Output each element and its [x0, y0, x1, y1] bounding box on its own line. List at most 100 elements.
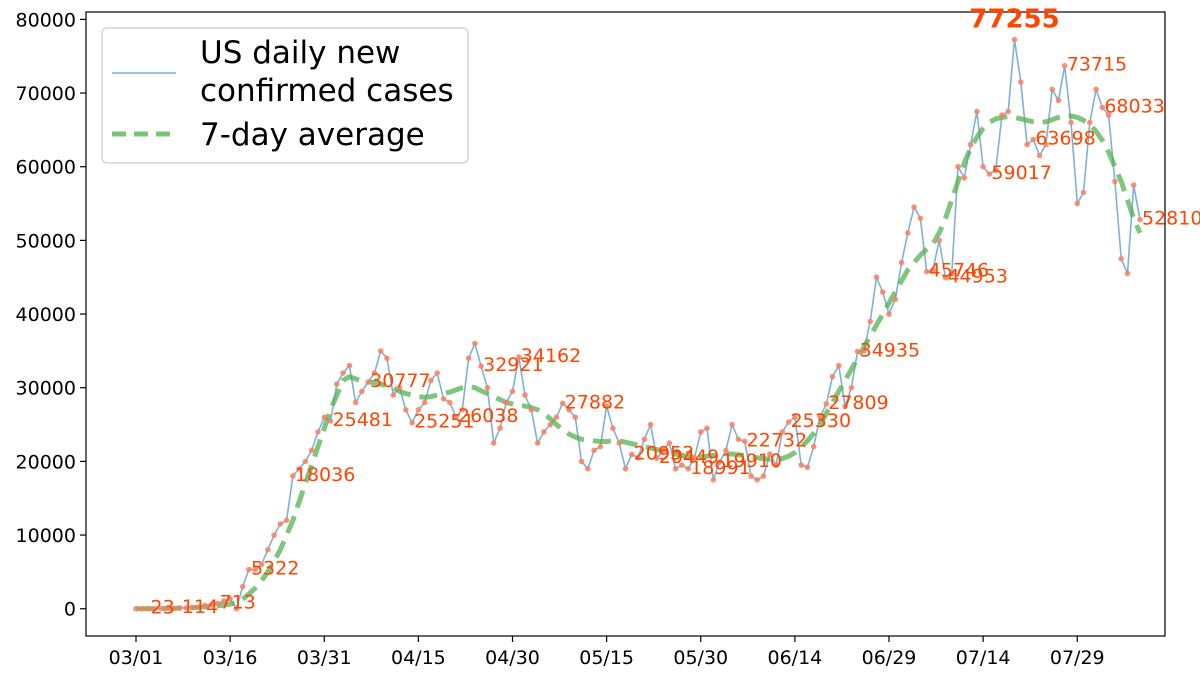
data-label: 18036 [295, 464, 355, 486]
daily-point [741, 438, 748, 445]
data-label: 44953 [947, 266, 1007, 288]
daily-point [516, 354, 522, 360]
daily-point [999, 112, 1005, 118]
daily-point [346, 362, 353, 369]
daily-point [1105, 112, 1112, 118]
data-label: 20449 [659, 446, 719, 468]
daily-point [879, 289, 886, 295]
daily-point [628, 451, 635, 458]
daily-point [917, 215, 924, 222]
y-tick-label: 70000 [16, 83, 76, 105]
daily-point [955, 163, 961, 170]
data-label: 32921 [483, 354, 543, 376]
data-label: 45746 [929, 260, 989, 282]
daily-point [572, 414, 579, 421]
daily-point [654, 455, 660, 461]
data-label: 713 [220, 591, 256, 613]
daily-point [754, 477, 760, 483]
daily-point [836, 362, 842, 369]
daily-point [472, 340, 478, 347]
y-tick-label: 30000 [16, 378, 76, 400]
daily-point [377, 348, 384, 354]
daily-point [390, 392, 397, 398]
daily-point [421, 399, 428, 406]
daily-point [848, 384, 855, 391]
daily-point [283, 517, 290, 524]
x-tick-label: 06/14 [767, 647, 822, 669]
x-tick-label: 07/29 [1050, 647, 1105, 669]
daily-point [760, 473, 767, 479]
daily-point [691, 454, 698, 461]
daily-point [729, 421, 735, 428]
daily-point [371, 370, 378, 376]
data-label: 26038 [458, 405, 518, 427]
daily-point [1055, 97, 1062, 104]
daily-point [365, 379, 372, 385]
y-tick-label: 50000 [16, 230, 76, 252]
daily-point [716, 459, 723, 465]
daily-point [139, 605, 146, 612]
daily-point [403, 407, 409, 413]
data-label: 52810 [1142, 208, 1200, 230]
daily-point [340, 370, 346, 376]
data-label: 19910 [722, 450, 782, 472]
seven-day-average-series [136, 113, 1143, 612]
daily-point [704, 425, 710, 432]
daily-point [509, 388, 516, 395]
data-label: 23 [151, 597, 175, 619]
daily-markers [133, 36, 1143, 612]
daily-point [321, 414, 328, 421]
daily-point [992, 167, 999, 174]
data-label: 59017 [991, 162, 1051, 184]
x-tick-label: 05/15 [579, 647, 634, 669]
daily-point [585, 466, 591, 472]
daily-point [1036, 152, 1043, 159]
axis-ticks: 0 10000 20000 30000 40000 50000 60000 70000 8000… [16, 9, 1105, 669]
y-tick-label: 10000 [16, 525, 76, 547]
daily-point [635, 454, 641, 461]
daily-point [698, 429, 704, 435]
x-tick-label: 04/30 [485, 647, 540, 669]
daily-point [277, 521, 284, 527]
daily-point [164, 605, 171, 611]
daily-point [961, 175, 968, 181]
daily-point [196, 604, 202, 610]
daily-point [484, 384, 491, 391]
daily-point [497, 425, 503, 432]
daily-point [685, 466, 691, 472]
daily-point [603, 403, 610, 409]
daily-point [227, 595, 233, 602]
daily-point [553, 414, 560, 421]
data-label: 68033 [1104, 96, 1164, 118]
legend-label-daily-line2: confirmed cases [200, 73, 454, 109]
daily-point [239, 583, 246, 590]
daily-point [133, 605, 139, 612]
daily-point [672, 466, 679, 472]
daily-point [214, 600, 221, 607]
daily-point [810, 443, 817, 450]
legend-box [101, 27, 469, 164]
daily-point [723, 447, 729, 454]
daily-point [817, 414, 823, 421]
daily-point [861, 348, 867, 354]
daily-point [1124, 270, 1131, 277]
legend-label-daily-line1: US daily new [200, 35, 400, 71]
daily-point [1018, 79, 1024, 85]
data-label: 30777 [370, 370, 430, 392]
daily-point [1049, 86, 1055, 93]
daily-point [327, 418, 334, 424]
daily-point [873, 274, 880, 281]
data-label: 22732 [747, 429, 807, 451]
data-label: 25481 [333, 409, 393, 431]
daily-point [465, 355, 472, 362]
daily-point [748, 473, 754, 479]
daily-point [591, 447, 597, 454]
peak-annotation: 77255 [969, 5, 1059, 35]
daily-point [440, 396, 447, 402]
daily-point [434, 370, 441, 376]
data-label: 27809 [828, 392, 888, 414]
daily-point [490, 440, 497, 446]
daily-point [936, 237, 942, 244]
